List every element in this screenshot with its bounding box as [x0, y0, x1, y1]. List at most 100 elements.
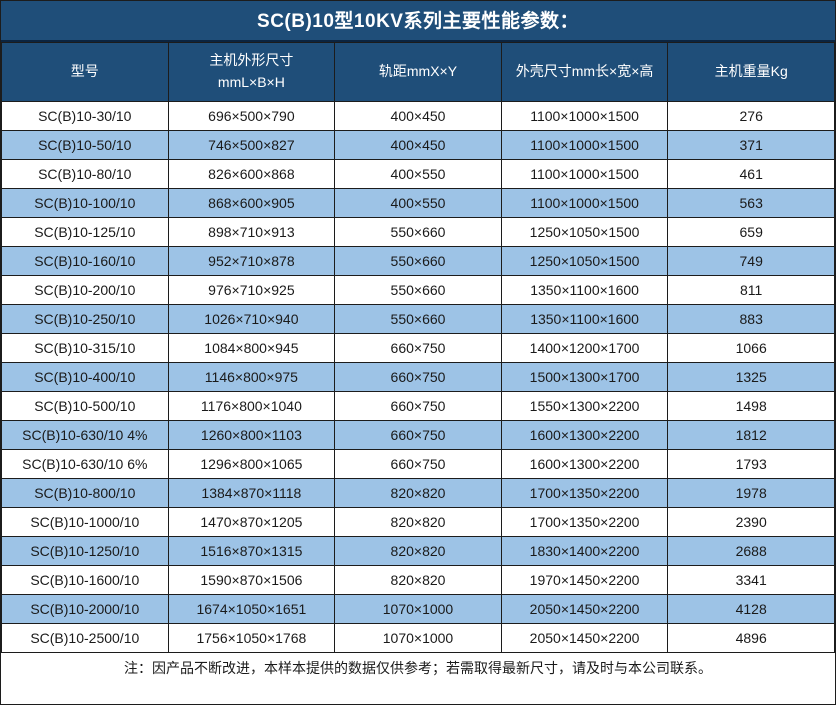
cell-weight: 371	[667, 130, 835, 160]
cell-shell-size: 1250×1050×1500	[500, 217, 669, 247]
cell-track-gauge: 660×750	[334, 333, 502, 363]
table-row: SC(B)10-160/10 952×710×878 550×660 1250×105…	[1, 246, 835, 276]
cell-track-gauge: 400×550	[334, 159, 502, 189]
column-header-label: 外壳尺寸mm长×宽×高	[515, 63, 654, 80]
column-header-label: 轨距mmX×Y	[378, 63, 458, 80]
cell-model: SC(B)10-500/10	[1, 391, 169, 421]
cell-weight: 276	[667, 101, 835, 131]
cell-model: SC(B)10-80/10	[1, 159, 169, 189]
cell-track-gauge: 660×750	[334, 420, 502, 450]
cell-weight: 461	[667, 159, 835, 189]
cell-weight: 1066	[667, 333, 835, 363]
cell-unit-size: 1590×870×1506	[167, 565, 336, 595]
cell-weight: 1978	[667, 478, 835, 508]
cell-weight: 1812	[667, 420, 835, 450]
cell-unit-size: 1674×1050×1651	[167, 594, 336, 624]
cell-shell-size: 1700×1350×2200	[500, 507, 669, 537]
spec-table: 型号 主机外形尺寸 mmL×B×H 轨距mmX×Y 外壳尺寸mm长×宽×高 主机重量Kg …	[1, 42, 835, 653]
cell-track-gauge: 400×450	[334, 101, 502, 131]
cell-shell-size: 1600×1300×2200	[500, 420, 669, 450]
table-row: SC(B)10-500/10 1176×800×1040 660×750 1550×1…	[1, 391, 835, 421]
cell-weight: 659	[667, 217, 835, 247]
footnote: 注：因产品不断改进，本样本提供的数据仅供参考；若需取得最新尺寸，请及时与本公司联…	[1, 653, 835, 684]
cell-unit-size: 1026×710×940	[167, 304, 336, 334]
column-header-weight: 主机重量Kg	[667, 42, 835, 102]
cell-shell-size: 1970×1450×2200	[500, 565, 669, 595]
cell-track-gauge: 550×660	[334, 217, 502, 247]
cell-shell-size: 1250×1050×1500	[500, 246, 669, 276]
cell-weight: 563	[667, 188, 835, 218]
cell-track-gauge: 400×450	[334, 130, 502, 160]
cell-weight: 2688	[667, 536, 835, 566]
cell-weight: 883	[667, 304, 835, 334]
table-row: SC(B)10-125/10 898×710×913 550×660 1250×105…	[1, 217, 835, 247]
cell-weight: 811	[667, 275, 835, 305]
cell-track-gauge: 820×820	[334, 565, 502, 595]
table-row: SC(B)10-400/10 1146×800×975 660×750 1500×13…	[1, 362, 835, 392]
column-header-model: 型号	[1, 42, 169, 102]
cell-unit-size: 868×600×905	[167, 188, 336, 218]
cell-weight: 1325	[667, 362, 835, 392]
cell-track-gauge: 550×660	[334, 246, 502, 276]
cell-track-gauge: 660×750	[334, 362, 502, 392]
table-row: SC(B)10-80/10 826×600×868 400×550 1100×1000…	[1, 159, 835, 189]
table-row: SC(B)10-30/10 696×500×790 400×450 1100×1000…	[1, 101, 835, 131]
table-row: SC(B)10-1000/10 1470×870×1205 820×820 1700×…	[1, 507, 835, 537]
cell-shell-size: 1600×1300×2200	[500, 449, 669, 479]
cell-unit-size: 1176×800×1040	[167, 391, 336, 421]
table-row: SC(B)10-2500/10 1756×1050×1768 1070×1000 20…	[1, 623, 835, 653]
cell-unit-size: 746×500×827	[167, 130, 336, 160]
cell-weight: 4896	[667, 623, 835, 653]
page-title: SC(B)10型10KV系列主要性能参数：	[1, 1, 835, 42]
cell-unit-size: 1470×870×1205	[167, 507, 336, 537]
table-row: SC(B)10-100/10 868×600×905 400×550 1100×100…	[1, 188, 835, 218]
cell-model: SC(B)10-1000/10	[1, 507, 169, 537]
cell-weight: 2390	[667, 507, 835, 537]
cell-weight: 3341	[667, 565, 835, 595]
column-header-label: 型号	[70, 63, 99, 80]
table-body: SC(B)10-30/10 696×500×790 400×450 1100×1000…	[1, 101, 835, 653]
table-row: SC(B)10-315/10 1084×800×945 660×750 1400×12…	[1, 333, 835, 363]
cell-track-gauge: 1070×1000	[334, 623, 502, 653]
cell-shell-size: 2050×1450×2200	[500, 623, 669, 653]
cell-model: SC(B)10-125/10	[1, 217, 169, 247]
cell-model: SC(B)10-2500/10	[1, 623, 169, 653]
column-header-unit-size: 主机外形尺寸 mmL×B×H	[167, 42, 336, 102]
cell-model: SC(B)10-315/10	[1, 333, 169, 363]
cell-model: SC(B)10-200/10	[1, 275, 169, 305]
cell-model: SC(B)10-30/10	[1, 101, 169, 131]
cell-model: SC(B)10-800/10	[1, 478, 169, 508]
cell-track-gauge: 400×550	[334, 188, 502, 218]
cell-unit-size: 1384×870×1118	[167, 478, 336, 508]
cell-shell-size: 1550×1300×2200	[500, 391, 669, 421]
cell-shell-size: 1100×1000×1500	[500, 130, 669, 160]
table-row: SC(B)10-200/10 976×710×925 550×660 1350×110…	[1, 275, 835, 305]
cell-unit-size: 1756×1050×1768	[167, 623, 336, 653]
cell-weight: 749	[667, 246, 835, 276]
cell-model: SC(B)10-250/10	[1, 304, 169, 334]
cell-track-gauge: 660×750	[334, 449, 502, 479]
cell-unit-size: 1084×800×945	[167, 333, 336, 363]
cell-track-gauge: 550×660	[334, 275, 502, 305]
cell-model: SC(B)10-1600/10	[1, 565, 169, 595]
table-row: SC(B)10-1250/10 1516×870×1315 820×820 1830×…	[1, 536, 835, 566]
column-header-shell-size: 外壳尺寸mm长×宽×高	[500, 42, 669, 102]
cell-unit-size: 952×710×878	[167, 246, 336, 276]
cell-unit-size: 1260×800×1103	[167, 420, 336, 450]
cell-track-gauge: 660×750	[334, 391, 502, 421]
cell-shell-size: 1400×1200×1700	[500, 333, 669, 363]
table-row: SC(B)10-800/10 1384×870×1118 820×820 1700×1…	[1, 478, 835, 508]
cell-unit-size: 1296×800×1065	[167, 449, 336, 479]
table-row: SC(B)10-630/10 6% 1296×800×1065 660×750 160…	[1, 449, 835, 479]
cell-model: SC(B)10-100/10	[1, 188, 169, 218]
cell-shell-size: 1100×1000×1500	[500, 159, 669, 189]
cell-model: SC(B)10-1250/10	[1, 536, 169, 566]
table-row: SC(B)10-50/10 746×500×827 400×450 1100×1000…	[1, 130, 835, 160]
cell-track-gauge: 820×820	[334, 478, 502, 508]
table-header: 型号 主机外形尺寸 mmL×B×H 轨距mmX×Y 外壳尺寸mm长×宽×高 主机重量Kg	[1, 42, 835, 102]
cell-shell-size: 2050×1450×2200	[500, 594, 669, 624]
cell-unit-size: 826×600×868	[167, 159, 336, 189]
cell-model: SC(B)10-50/10	[1, 130, 169, 160]
column-header-label: 主机重量Kg	[714, 63, 788, 80]
